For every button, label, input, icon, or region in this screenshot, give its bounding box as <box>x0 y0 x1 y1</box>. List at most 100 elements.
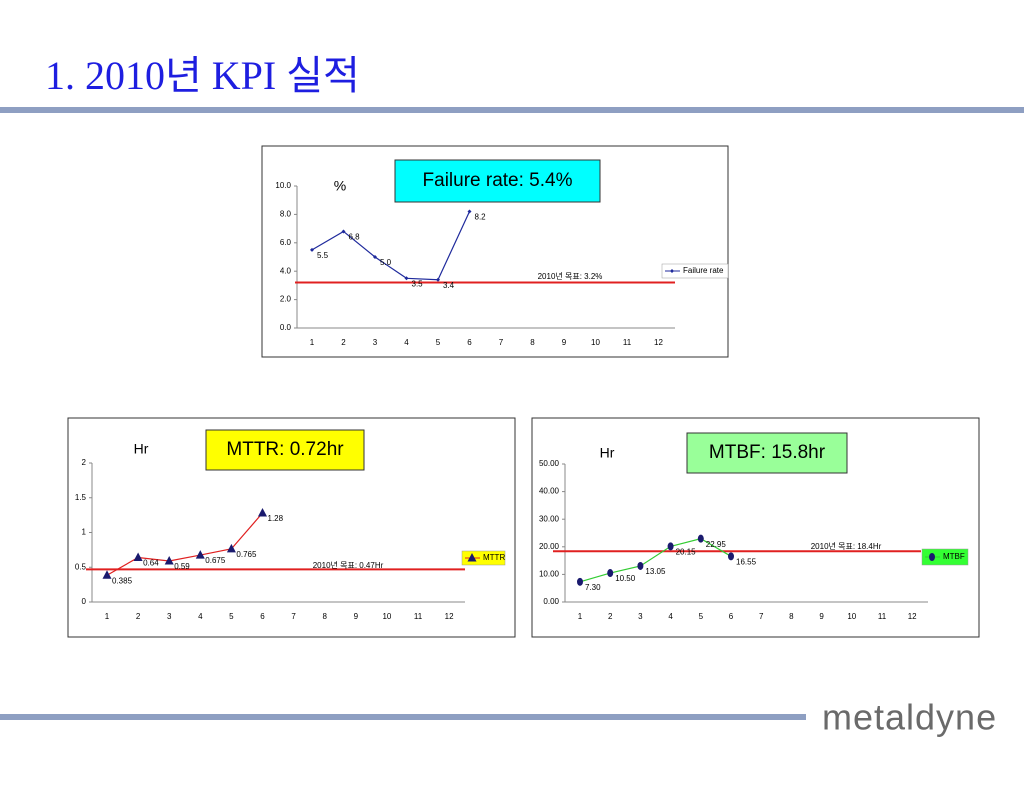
data-label: 5.0 <box>380 258 392 267</box>
legend-label: Failure rate <box>683 266 724 275</box>
legend-label: MTTR <box>483 553 505 562</box>
marker <box>467 209 472 214</box>
x-tick-label: 7 <box>291 612 296 621</box>
legend-label: MTBF <box>943 552 965 561</box>
data-label: 0.385 <box>112 576 133 585</box>
x-tick-label: 6 <box>729 612 734 621</box>
marker <box>373 255 377 259</box>
x-tick-label: 11 <box>623 338 632 347</box>
data-label: 0.59 <box>174 562 190 571</box>
marker <box>667 542 674 551</box>
y-tick-label: 0.00 <box>543 597 559 606</box>
marker <box>607 569 614 578</box>
x-tick-label: 8 <box>322 612 327 621</box>
series-line <box>106 512 263 576</box>
y-tick-label: 4.0 <box>280 266 292 275</box>
legend-box <box>921 548 969 566</box>
x-tick-label: 7 <box>759 612 764 621</box>
data-label: 10.50 <box>615 574 636 583</box>
x-tick-label: 4 <box>668 612 673 621</box>
x-tick-label: 1 <box>105 612 110 621</box>
y-tick-label: 0.0 <box>280 323 292 332</box>
unit-label: % <box>334 178 346 194</box>
marker <box>310 247 314 252</box>
data-label: 0.765 <box>236 550 257 559</box>
unit-label: Hr <box>600 445 615 461</box>
x-tick-label: 3 <box>167 612 172 621</box>
series-line <box>579 538 732 583</box>
target-label: 2010년 목표: 18.4Hr <box>811 541 882 551</box>
y-tick-label: 8.0 <box>280 210 292 219</box>
logo: metaldyne <box>822 697 997 738</box>
y-tick-label: 1 <box>82 528 87 537</box>
series-line <box>311 211 471 281</box>
marker <box>436 277 440 282</box>
marker <box>164 555 174 565</box>
footer-rule <box>0 714 806 720</box>
data-label: 0.675 <box>205 556 226 565</box>
data-label: 3.5 <box>412 279 424 288</box>
x-tick-label: 12 <box>654 338 663 347</box>
target-label: 2010년 목표: 3.2% <box>538 271 603 281</box>
data-label: 0.64 <box>143 559 159 568</box>
data-label: 22.95 <box>706 540 727 549</box>
marker <box>670 269 674 273</box>
data-label: 16.55 <box>736 557 757 566</box>
target-label: 2010년 목표: 0.47Hr <box>313 560 384 570</box>
data-label: 5.5 <box>317 251 329 260</box>
x-tick-label: 1 <box>310 338 315 347</box>
y-tick-label: 1.5 <box>75 493 87 502</box>
y-tick-label: 30.00 <box>539 514 560 523</box>
y-tick-label: 10.00 <box>539 570 560 579</box>
x-tick-label: 3 <box>373 338 378 347</box>
marker <box>102 570 112 579</box>
x-tick-label: 11 <box>414 612 423 621</box>
marker <box>929 553 935 561</box>
data-label: 6.8 <box>349 233 361 242</box>
marker <box>341 229 346 234</box>
data-label: 13.05 <box>645 567 666 576</box>
callout-text: MTTR: 0.72hr <box>226 439 344 460</box>
data-label: 7.30 <box>585 583 601 592</box>
x-tick-label: 5 <box>229 612 234 621</box>
callout-box <box>394 159 601 203</box>
title-rule <box>0 107 1024 113</box>
marker <box>195 550 205 559</box>
x-tick-label: 9 <box>562 338 567 347</box>
x-tick-label: 5 <box>436 338 441 347</box>
callout-box <box>686 432 848 474</box>
unit-label: Hr <box>134 441 149 457</box>
marker <box>404 276 409 281</box>
y-tick-label: 50.00 <box>539 459 560 468</box>
marker <box>637 561 644 570</box>
x-tick-label: 5 <box>699 612 704 621</box>
callout-text: Failure rate: 5.4% <box>423 170 573 191</box>
x-tick-label: 4 <box>198 612 203 621</box>
x-tick-label: 3 <box>638 612 643 621</box>
x-tick-label: 2 <box>608 612 613 621</box>
x-tick-label: 12 <box>908 612 917 621</box>
x-tick-label: 9 <box>819 612 824 621</box>
marker <box>728 552 734 561</box>
x-tick-label: 6 <box>467 338 472 347</box>
marker <box>133 552 143 562</box>
data-label: 3.4 <box>443 281 455 290</box>
data-label: 1.28 <box>268 514 284 523</box>
data-label: 8.2 <box>475 213 487 222</box>
x-tick-label: 8 <box>789 612 794 621</box>
y-tick-label: 6.0 <box>280 238 292 247</box>
x-tick-label: 4 <box>404 338 409 347</box>
legend-box <box>661 263 729 279</box>
marker <box>258 508 267 517</box>
slide-title: 1. 2010년 KPI 실적 <box>45 53 360 98</box>
x-tick-label: 6 <box>260 612 265 621</box>
y-tick-label: 10.0 <box>275 181 291 190</box>
x-tick-label: 10 <box>382 612 391 621</box>
callout-text: MTBF: 15.8hr <box>709 442 826 463</box>
x-tick-label: 11 <box>878 612 887 621</box>
x-tick-label: 9 <box>354 612 359 621</box>
callout-box <box>205 429 365 471</box>
